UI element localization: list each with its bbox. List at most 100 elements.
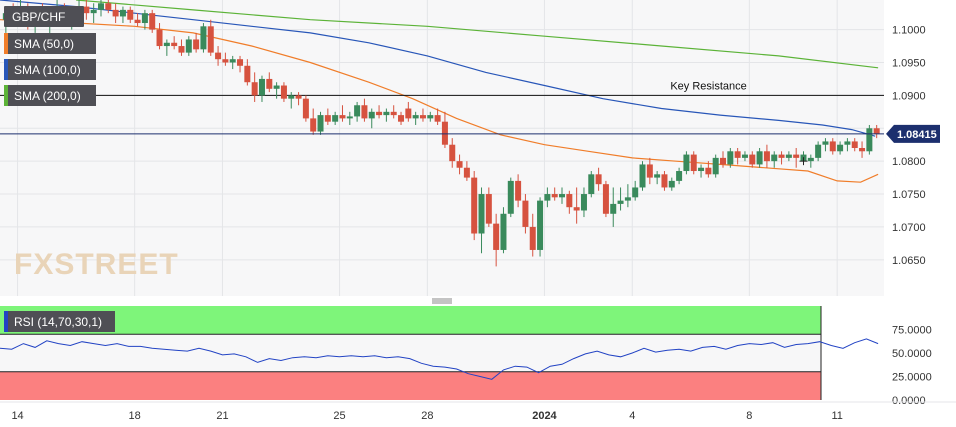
sma-legend-bg (4, 85, 96, 106)
x-tick-label: 2024 (532, 410, 557, 422)
candle-body (873, 128, 880, 134)
rsi-neutral-zone (0, 334, 821, 372)
candle-body (478, 194, 485, 234)
sma-legend-item: SMA (200,0) (4, 85, 96, 106)
sma-legend-item: SMA (50,0) (4, 33, 96, 54)
candle-body (624, 197, 631, 201)
x-tick-label: 25 (333, 410, 345, 422)
rsi-tick-label: 75.0000 (892, 325, 932, 337)
candle-body (566, 194, 573, 208)
fxstreet-watermark-logo: FXSTREET (14, 248, 179, 281)
current-price-badge (886, 124, 940, 143)
candle-body (661, 174, 668, 188)
candle-body (573, 207, 580, 211)
candle-body (215, 52, 222, 60)
candle-body (763, 151, 770, 162)
candle-body (837, 144, 844, 152)
candle-body (822, 141, 829, 145)
candle-body (119, 9, 126, 17)
candle-body (361, 105, 368, 119)
rsi-legend-bg (4, 311, 115, 332)
candle-body (639, 164, 646, 188)
candle-body (771, 154, 778, 162)
candle-body (390, 111, 397, 116)
rsi-tick-label: 50.0000 (892, 348, 932, 360)
sma-legend-color-swatch (4, 85, 8, 106)
sma-legend-color-swatch (4, 33, 8, 54)
symbol-legend-box: GBP/CHF (4, 6, 84, 27)
candle-body (668, 180, 675, 188)
candle-body (544, 194, 551, 201)
current-price-label: 1.08415 (897, 129, 937, 141)
x-tick-label: 21 (216, 410, 228, 422)
candle-body (741, 154, 748, 158)
candle-body (222, 59, 229, 63)
candle-body (646, 164, 653, 178)
candle-body (288, 95, 295, 99)
candle-body (734, 151, 741, 158)
candle-body (354, 105, 361, 117)
symbol-label: GBP/CHF (12, 10, 65, 24)
candle-body (419, 115, 426, 119)
candle-body (698, 167, 705, 172)
rsi-pane: 75.0000 50.0000 25.0000 0.0000 (0, 306, 932, 407)
candle-body (537, 200, 544, 250)
sma-legend-label: SMA (200,0) (14, 89, 81, 103)
candle-body (507, 180, 514, 214)
candle-body (317, 115, 324, 132)
price-plot-background (0, 0, 884, 296)
candle-body (434, 115, 441, 122)
candle-body (229, 59, 236, 63)
rsi-legend-box: RSI (14,70,30,1) (4, 311, 115, 332)
candle-body (412, 115, 419, 119)
candle-body (712, 157, 719, 175)
sma-legend-bg (4, 59, 96, 80)
rsi-line (0, 338, 879, 380)
x-tick-label: 18 (129, 410, 141, 422)
candle-body (559, 194, 566, 198)
candle-body (602, 184, 609, 214)
candle-body (756, 151, 763, 165)
candle-body (493, 223, 500, 250)
candle-body (185, 39, 192, 53)
candle-body (193, 39, 200, 50)
x-tick-label: 4 (629, 410, 635, 422)
candle-body (302, 98, 309, 119)
candle-body (705, 167, 712, 175)
candle-body (295, 95, 302, 99)
candle-body (171, 42, 178, 47)
candle-body (529, 226, 536, 250)
rsi-tick-label: 0.0000 (892, 395, 926, 407)
candle-body (676, 171, 683, 181)
sma-legend-item: SMA (100,0) (4, 59, 96, 80)
candle-body (112, 9, 119, 17)
candle-body (324, 115, 331, 122)
candle-body (207, 26, 214, 53)
rsi-tick-label: 25.0000 (892, 372, 932, 384)
price-tick-label: 1.0650 (892, 255, 926, 267)
overlay: GBP/CHF SMA (50,0) SMA (100,0) SMA (200,0) R… (0, 6, 956, 422)
candle-body (251, 82, 258, 96)
candle-body (266, 78, 273, 89)
candle-body (383, 111, 390, 116)
rsi-legend-color-swatch (4, 311, 8, 332)
sma-legend-label: SMA (100,0) (14, 63, 81, 77)
candle-body (463, 167, 470, 178)
key-resistance-label: Key Resistance (670, 80, 746, 92)
rsi-overbought-zone (0, 306, 821, 335)
candle-body (332, 115, 339, 122)
sma200-line (76, 0, 879, 69)
candle-body (595, 174, 602, 185)
price-tick-label: 1.0800 (892, 156, 926, 168)
price-axis-background (884, 0, 956, 296)
candle-body (280, 85, 287, 99)
candle-body (398, 115, 405, 122)
candle-body (654, 174, 661, 178)
x-tick-label: 11 (831, 410, 842, 422)
candle-body (141, 13, 148, 24)
candle-body (690, 154, 697, 172)
candle-body (515, 180, 522, 201)
rsi-oversold-zone (0, 371, 821, 400)
candle-body (456, 161, 463, 168)
